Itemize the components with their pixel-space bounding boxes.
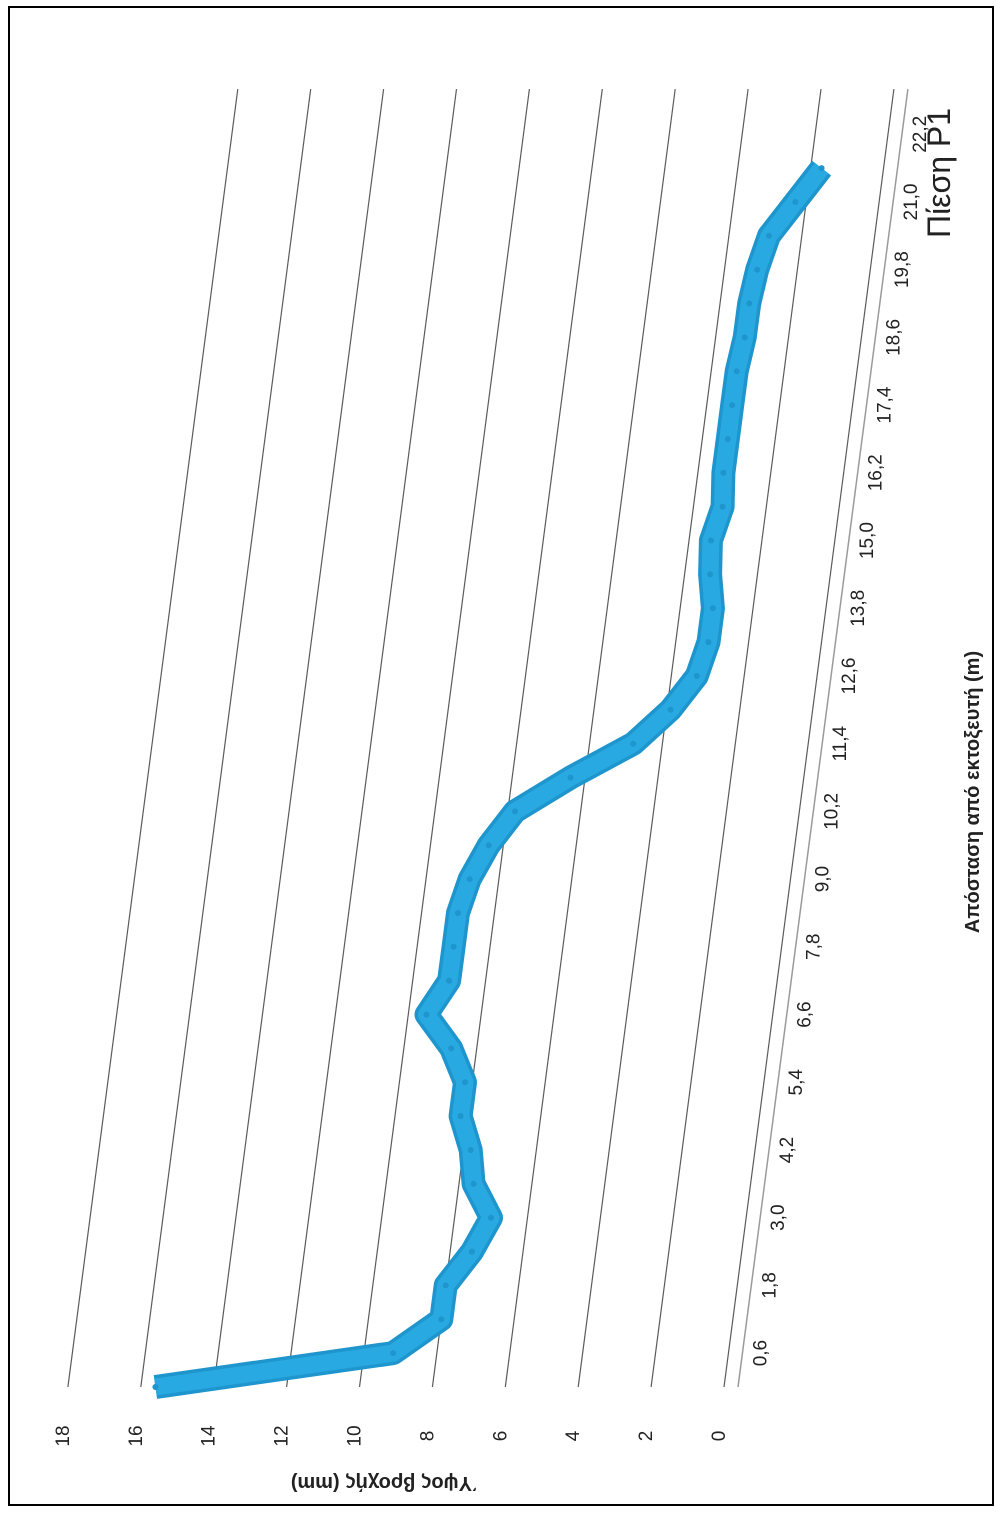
y-tick-label: 4 <box>563 1430 584 1441</box>
x-tick-label: 4,2 <box>777 1137 798 1163</box>
data-point <box>470 1180 477 1187</box>
data-point <box>746 300 753 307</box>
data-point <box>442 1282 449 1289</box>
gridline <box>358 89 530 1388</box>
x-tick-label: 1,8 <box>759 1272 780 1298</box>
gridline <box>504 89 676 1388</box>
gridlines <box>67 89 895 1388</box>
y-tick-label: 8 <box>417 1431 438 1442</box>
y-tick-label: 10 <box>345 1425 366 1446</box>
y-tick-label: 2 <box>636 1431 657 1442</box>
y-axis-title: Ύψος βροχής (mm) <box>291 1472 477 1494</box>
data-point <box>667 706 674 713</box>
gridline <box>431 89 603 1388</box>
data-point <box>707 571 714 578</box>
data-point <box>448 1045 455 1052</box>
data-point <box>709 605 716 612</box>
data-point <box>705 639 712 646</box>
x-tick-label: 16,2 <box>866 454 887 491</box>
data-point <box>450 943 457 950</box>
x-tick-label: 17,4 <box>875 386 896 423</box>
data-point <box>438 1316 445 1323</box>
x-axis-line <box>737 89 909 1388</box>
x-tick-label: 15,0 <box>857 522 878 559</box>
data-point <box>455 910 461 916</box>
data-point <box>729 402 736 409</box>
data-point <box>720 469 727 476</box>
x-tick-label: 7,8 <box>804 934 825 960</box>
data-point <box>446 977 453 984</box>
data-point <box>733 368 740 375</box>
x-tick-label: 21,0 <box>901 184 922 221</box>
x-tick-label: 11,4 <box>830 725 851 761</box>
data-point <box>467 1147 474 1153</box>
gridline <box>577 89 749 1388</box>
data-point <box>390 1350 397 1357</box>
gridline <box>140 89 312 1388</box>
y-tick-label: 14 <box>199 1425 220 1447</box>
series-group <box>152 160 832 1399</box>
y-tick-label: 6 <box>490 1431 511 1442</box>
data-point <box>469 1248 475 1255</box>
x-tick-label: 5,4 <box>786 1069 807 1096</box>
y-tick-label: 18 <box>53 1425 74 1446</box>
y-tick-label: 16 <box>126 1425 147 1446</box>
data-point <box>423 1011 430 1018</box>
data-point <box>693 673 700 679</box>
data-point <box>512 808 518 815</box>
y-tick-label: 0 <box>709 1431 730 1442</box>
data-point <box>457 1113 464 1120</box>
x-tick-label: 12,6 <box>839 658 860 695</box>
data-point <box>466 876 473 883</box>
data-point <box>719 503 726 510</box>
gridline <box>650 89 822 1388</box>
x-axis <box>737 89 909 1388</box>
y-tick-label: 12 <box>272 1425 293 1446</box>
x-tick-label: 6,6 <box>795 1001 816 1027</box>
data-point <box>567 774 574 781</box>
x-tick-labels: 0,6 1,8 3,0 4,2 5,4 6,6 7,8 9,0 10,2 11,4 12,6 13,8… <box>750 116 931 1367</box>
x-tick-label: 18,6 <box>883 319 904 356</box>
x-tick-label: 0,6 <box>750 1340 771 1366</box>
data-point <box>707 537 714 544</box>
y-axis: 0 2 4 6 8 10 12 14 16 18 <box>53 1425 730 1447</box>
data-point <box>630 740 637 747</box>
data-point <box>152 1384 159 1390</box>
x-axis-title: Απόσταση από εκτοξευτή (m) <box>962 651 984 933</box>
gridline <box>213 89 385 1388</box>
chart-frame: 0 2 4 6 8 10 12 14 16 18 0,6 1,8 3,0 4,2 5,4 6,6 7,8 9,0… <box>8 6 994 1506</box>
x-tick-label: 13,8 <box>848 590 869 627</box>
data-point <box>488 1214 494 1221</box>
data-point <box>792 199 799 205</box>
data-point <box>724 436 731 442</box>
data-point <box>741 334 748 341</box>
chart-svg: 0 2 4 6 8 10 12 14 16 18 0,6 1,8 3,0 4,2 5,4 6,6 7,8 9,0… <box>53 89 984 1494</box>
gridline <box>286 89 458 1388</box>
x-tick-label: 22,2 <box>910 116 931 153</box>
gridline <box>67 89 239 1388</box>
data-point <box>818 165 825 172</box>
chart-title: Πίεση Ρ1 <box>921 108 957 238</box>
data-point <box>462 1079 468 1086</box>
x-tick-label: 10,2 <box>821 793 842 830</box>
data-point <box>754 266 761 273</box>
data-point <box>485 842 492 849</box>
x-tick-label: 3,0 <box>768 1204 789 1230</box>
gridline <box>723 89 895 1388</box>
x-tick-label: 19,8 <box>892 251 913 288</box>
series-line <box>154 162 829 1396</box>
x-tick-label: 9,0 <box>813 866 834 892</box>
data-point <box>766 232 772 239</box>
